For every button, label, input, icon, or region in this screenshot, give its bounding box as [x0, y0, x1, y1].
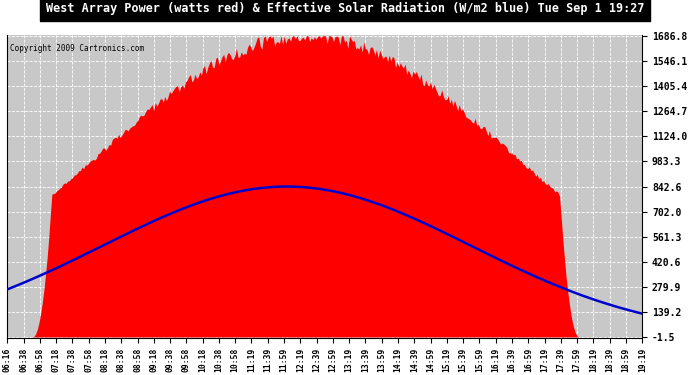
Text: West Array Power (watts red) & Effective Solar Radiation (W/m2 blue) Tue Sep 1 1: West Array Power (watts red) & Effective… [46, 2, 644, 15]
Text: Copyright 2009 Cartronics.com: Copyright 2009 Cartronics.com [10, 44, 145, 53]
